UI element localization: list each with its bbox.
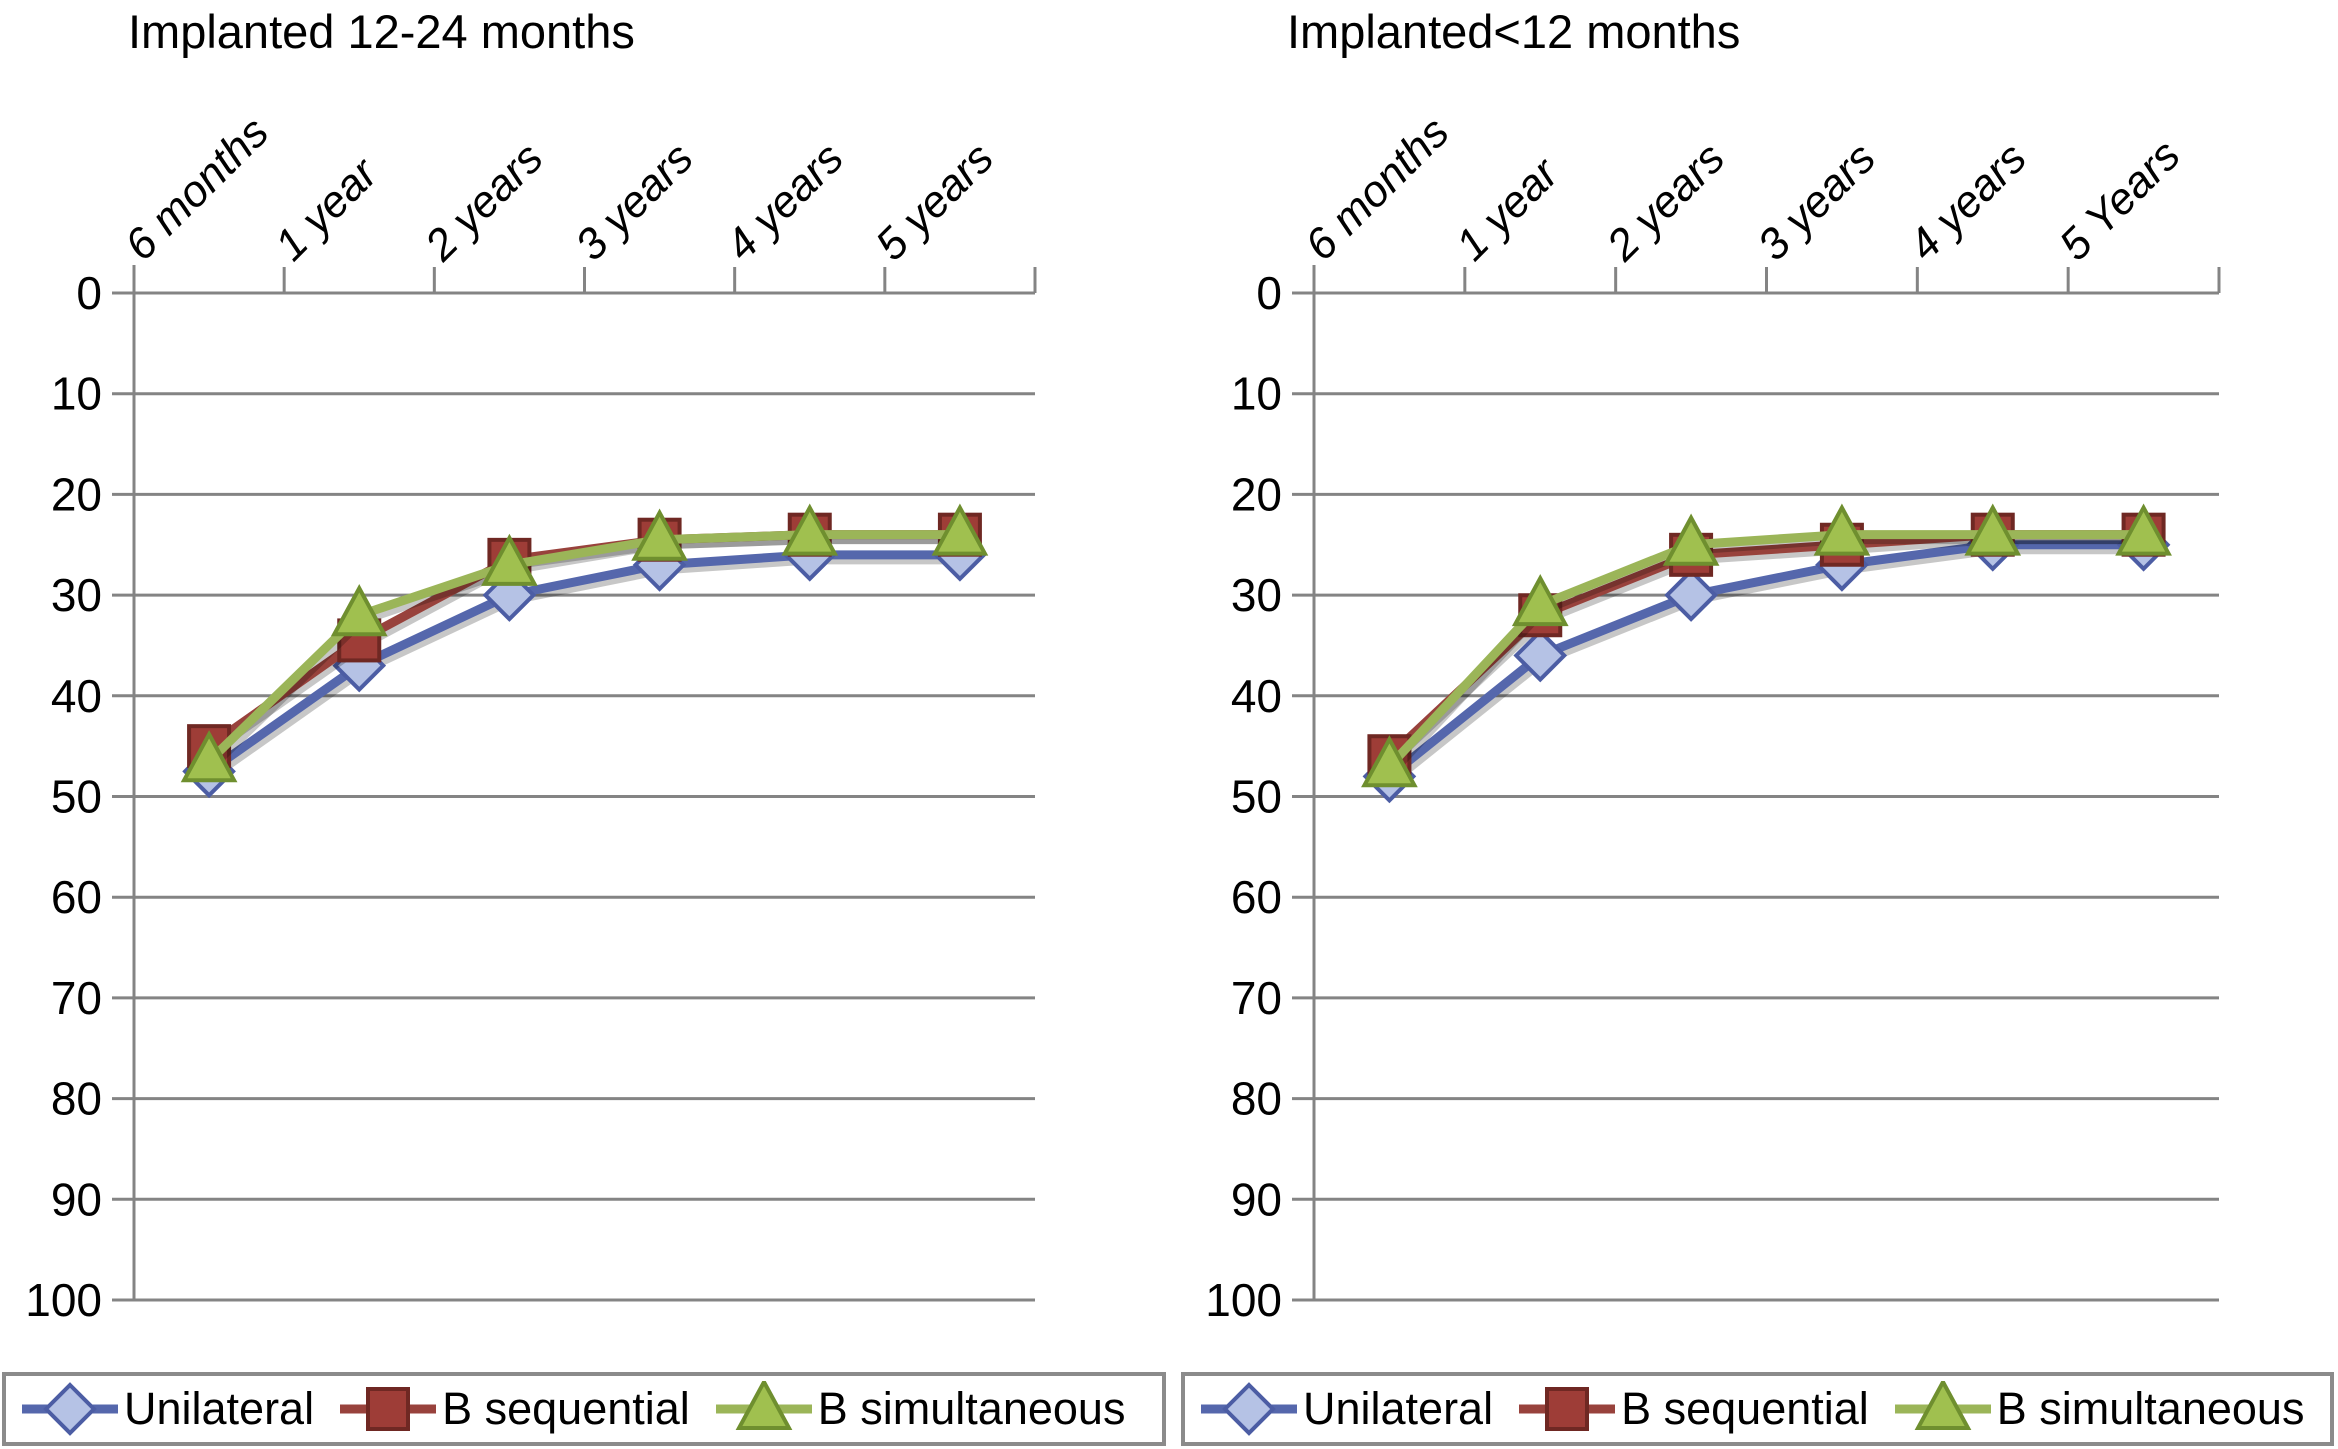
legend-item-unilateral: Unilateral [1199,1381,1493,1437]
legend-label: B simultaneous [1996,1383,2305,1434]
y-tick-label: 30 [1231,569,1282,621]
x-category-label: 5 Years [2050,130,2190,270]
y-tick-label: 100 [1205,1274,1282,1326]
gridlines: 0 10 20 30 40 50 60 70 80 90 100 [1205,267,2219,1326]
triangle-marker [180,730,238,783]
y-tick-label: 0 [1256,267,1282,319]
square-marker [366,1387,411,1431]
diamond-legend-icon [1201,1382,1297,1436]
series-line [205,530,960,765]
y-tick-label: 40 [51,670,102,722]
triangle-marker [735,1381,793,1430]
legend-item-b-sequential: B sequential [338,1381,690,1437]
series-line-shadow [1389,535,2147,765]
legend-label: Unilateral [124,1383,315,1434]
triangle-marker [1914,1381,1972,1430]
series-b-simultaneous [180,503,989,783]
series-line-shadow [209,555,963,781]
x-category-label: 1 year [1447,147,1570,270]
y-tick-label: 90 [1231,1173,1282,1225]
triangle-marker [2115,503,2172,556]
square-legend-icon [1519,1387,1616,1431]
triangle-marker [631,508,688,561]
y-tick-label: 70 [51,972,102,1024]
diamond-marker [1664,568,1718,622]
x-category-label: 1 year [266,147,389,270]
x-category-label: 2 years [415,133,552,270]
x-category-label: 6 months [116,107,279,270]
series-line-shadow [1389,535,2147,775]
y-tick-label: 20 [51,468,102,520]
diamond-marker [1513,628,1568,683]
chart-implanted-under-12-months: Implanted<12 months 0 10 20 30 40 50 60 70 80 90 1… [1169,0,2338,1449]
series-line [206,530,960,750]
triangle-marker [931,503,989,556]
y-tick-label: 50 [1231,771,1282,823]
x-category-label: 2 years [1597,133,1734,270]
x-category-label: 3 years [1748,133,1885,270]
chart-title: Implanted 12-24 months [128,5,635,58]
legend-label: B simultaneous [817,1383,1126,1434]
x-category-label: 4 years [716,133,853,270]
square-legend-icon [340,1387,437,1431]
y-tick-label: 80 [1231,1073,1282,1125]
legend: Unilateral B sequential B simultaneous [1181,1372,2334,1446]
triangle-marker [1361,735,1418,788]
y-tick-label: 40 [1231,670,1282,722]
legend-item-b-simultaneous: B simultaneous [714,1381,1126,1437]
y-tick-label: 10 [1231,368,1282,420]
y-tick-label: 60 [51,871,102,923]
triangle-marker [481,533,538,586]
gridlines: 0 10 20 30 40 50 60 70 80 90 100 [25,267,1035,1326]
series-b-simultaneous [1361,503,2172,788]
y-tick-label: 20 [1231,468,1282,520]
legend-item-unilateral: Unilateral [20,1381,314,1437]
y-tick-label: 100 [25,1274,102,1326]
diamond-legend-icon [22,1382,118,1436]
legend-label: B sequential [1621,1383,1869,1434]
y-tick-label: 30 [51,569,102,621]
triangle-legend-icon [1894,1381,1991,1430]
series-line-shadow [1389,545,2147,785]
legend-item-b-sequential: B sequential [1517,1381,1869,1437]
series-line-shadow [208,535,963,770]
legend: Unilateral B sequential B simultaneous [2,1372,1166,1446]
x-category-label: 3 years [566,133,703,270]
triangle-marker [1813,503,1871,556]
triangle-marker [330,584,388,637]
x-category-label: 5 years [866,133,1003,270]
legend-label: B sequential [442,1383,690,1434]
y-tick-label: 50 [51,771,102,823]
y-tick-label: 60 [1231,871,1282,923]
y-tick-label: 70 [1231,972,1282,1024]
series-line [1386,530,2144,770]
legend-label: Unilateral [1303,1383,1494,1434]
triangle-legend-icon [715,1381,812,1430]
y-tick-label: 80 [51,1073,102,1125]
y-tick-label: 10 [51,368,102,420]
y-tick-label: 90 [51,1173,102,1225]
y-tick-label: 0 [76,267,102,319]
triangle-marker [1964,503,2022,556]
chart-title: Implanted<12 months [1287,5,1741,58]
x-category-label: 6 months [1296,107,1459,270]
diamond-marker [43,1382,97,1436]
triangle-marker [1511,573,1569,627]
chart-implanted-12-24-months: Implanted 12-24 months 0 10 20 30 40 50 60 70 80… [2,5,1166,1446]
diamond-marker [1222,1382,1276,1436]
legend-item-b-simultaneous: B simultaneous [1893,1381,2305,1437]
triangle-marker [1662,513,1720,566]
triangle-marker [781,503,839,556]
square-marker [1545,1387,1590,1431]
x-category-label: 4 years [1899,133,2036,270]
